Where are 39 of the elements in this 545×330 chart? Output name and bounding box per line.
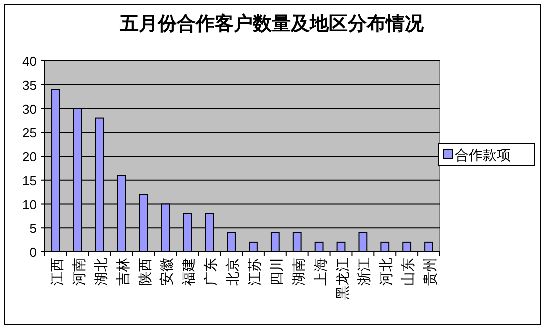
x-tick-label: 北京	[224, 258, 241, 286]
y-tick-label: 30	[22, 102, 37, 117]
y-tick-label: 25	[22, 126, 37, 141]
x-tick-label: 安徽	[158, 258, 175, 286]
y-tick-label: 15	[22, 173, 37, 188]
x-tick-label: 四川	[268, 258, 284, 286]
x-tick-label: 吉林	[114, 258, 131, 286]
y-tick-label: 5	[30, 221, 37, 236]
bar	[314, 242, 324, 252]
x-tick-label: 江苏	[246, 258, 262, 286]
x-tick-label: 江西	[48, 258, 65, 286]
legend-label: 合作款项	[455, 147, 511, 163]
x-tick-label: 福建	[180, 258, 197, 286]
x-tick-label: 贵州	[422, 258, 438, 286]
x-tick-label: 上海	[312, 258, 328, 286]
bar	[358, 232, 368, 252]
y-tick-label: 20	[22, 150, 37, 164]
y-tick-label: 10	[22, 197, 37, 212]
y-tick-label: 35	[22, 78, 37, 93]
bar	[380, 242, 390, 252]
x-tick-label: 河北	[378, 258, 394, 286]
bar	[292, 232, 302, 252]
bar	[270, 232, 280, 252]
x-tick-label: 广东	[202, 258, 219, 286]
x-tick-label: 湖南	[290, 258, 306, 286]
x-tick-label: 河南	[70, 258, 87, 286]
bar	[424, 242, 434, 252]
x-tick-label: 山东	[400, 258, 416, 286]
y-tick-label: 0	[30, 245, 37, 260]
chart-title: 五月份合作客户数量及地区分布情况	[119, 13, 425, 35]
bar	[249, 242, 258, 252]
x-tick-label: 湖北	[92, 258, 109, 286]
bar	[336, 242, 346, 252]
bar	[402, 242, 412, 252]
x-tick-label: 黑龙江	[334, 258, 350, 300]
x-tick-label: 陕西	[136, 258, 153, 286]
x-tick-label: 浙江	[356, 258, 372, 286]
bar	[227, 232, 236, 252]
y-tick-label: 40	[22, 54, 37, 69]
